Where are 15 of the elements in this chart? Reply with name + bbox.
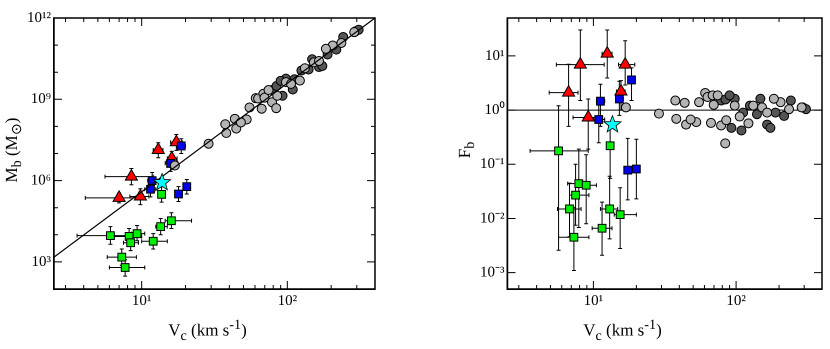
y-tick-label: 10⁹ (30, 91, 51, 108)
y-tick-label: 10⁻¹ (480, 156, 504, 172)
x-axis-title: V$_{c}$ (km s$^{-1}$) (167, 316, 248, 345)
y-tick-label: 10¹ (484, 48, 504, 64)
x-tick-label: 10¹ (584, 292, 604, 309)
y-tick-label: 10⁻³ (480, 264, 505, 281)
x-axis-title: V$_{c}$ (km s$^{-1}$) (582, 316, 663, 345)
y-tick-label: 10³ (31, 254, 52, 270)
x-tick-label: 10² (278, 292, 298, 309)
y-tick-label: 10⁰ (484, 101, 504, 118)
x-tick-label: 10² (726, 292, 746, 309)
y-tick-label: 10⁻² (480, 210, 505, 226)
y-tick-label: 10⁶ (30, 172, 51, 189)
x-tick-label: 10¹ (132, 292, 152, 309)
y-tick-label: 10¹² (26, 10, 52, 26)
